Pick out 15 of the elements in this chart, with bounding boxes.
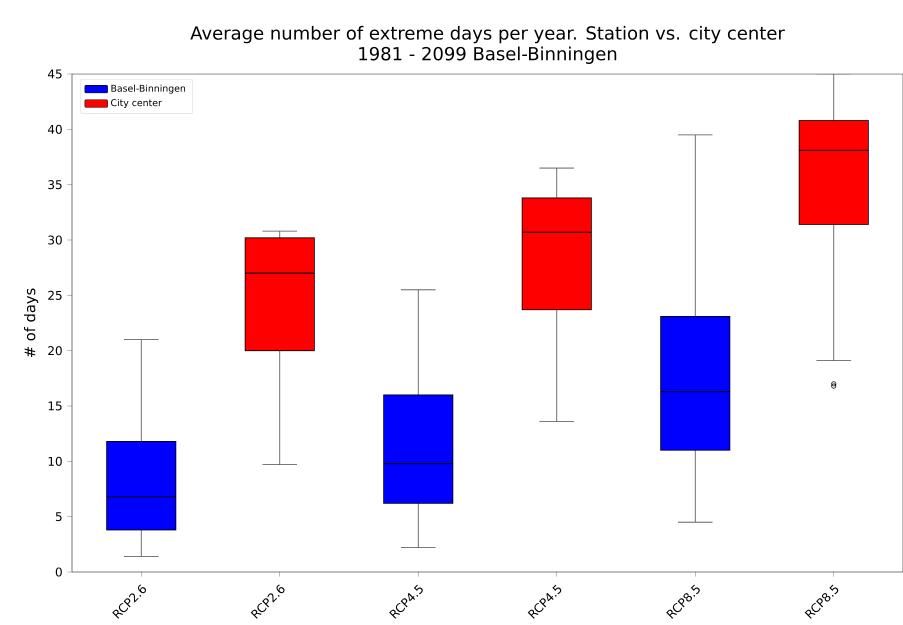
y-axis-title: # of days xyxy=(24,288,38,358)
y-tick-label: 45 xyxy=(48,70,62,78)
legend-label: Basel-Binningen xyxy=(111,84,186,94)
chart-title: Average number of extreme days per year. Station vs. city center xyxy=(190,26,785,44)
y-tick-label: 40 xyxy=(48,124,62,134)
chart-subtitle: 1981 - 2099 Basel-Binningen xyxy=(359,46,616,64)
y-tick-label: 5 xyxy=(56,512,62,522)
y-tick-label: 35 xyxy=(48,180,62,190)
y-tick-label: 20 xyxy=(48,346,62,356)
y-tick-label: 15 xyxy=(48,402,62,410)
y-tick-label: 10 xyxy=(48,456,62,466)
y-tick-label: 30 xyxy=(48,235,62,245)
y-tick-label: 0 xyxy=(56,567,62,577)
legend-label: City center xyxy=(111,99,162,108)
y-tick-label: 25 xyxy=(48,290,62,300)
